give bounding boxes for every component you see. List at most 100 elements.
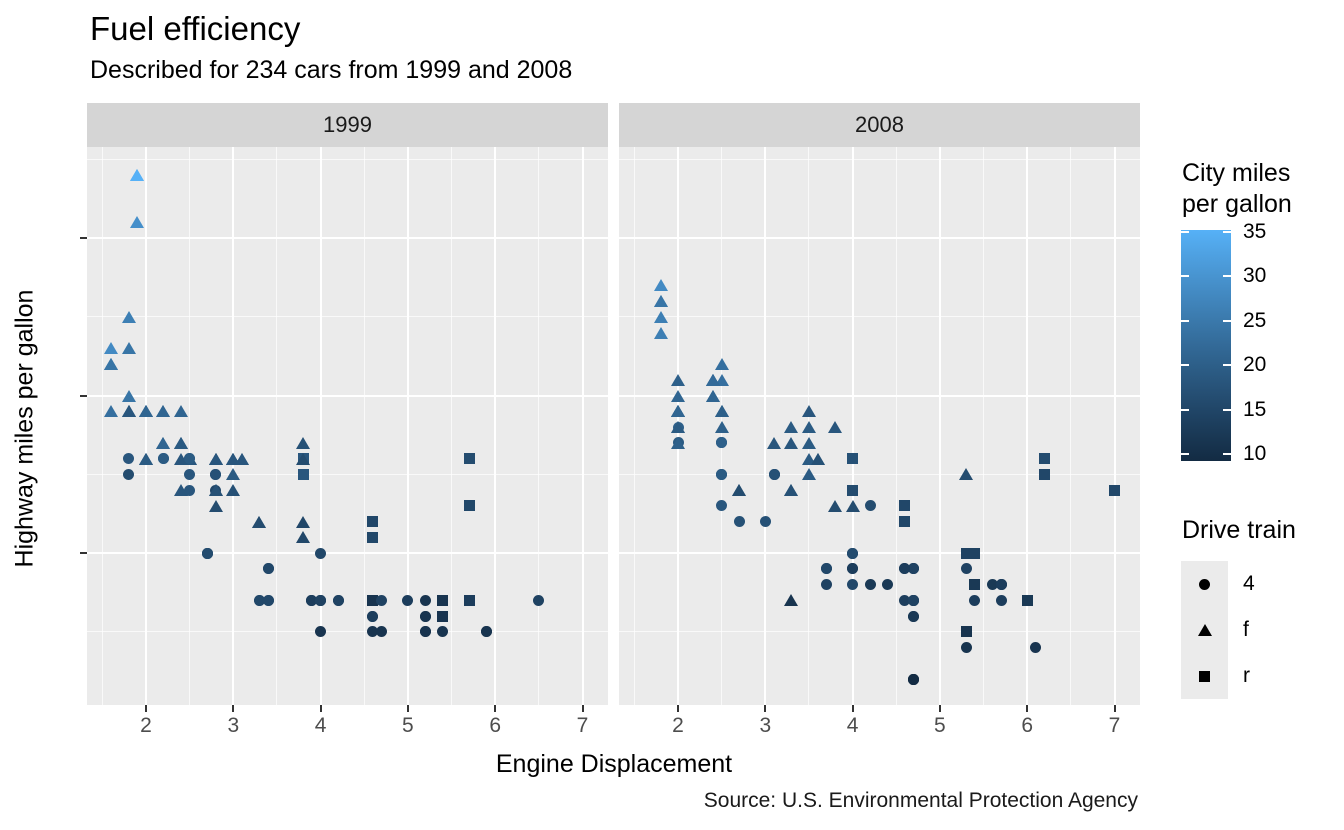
data-point-circle bbox=[315, 547, 327, 559]
data-point-triangle bbox=[121, 389, 136, 402]
data-point-square bbox=[367, 531, 379, 543]
data-point-triangle bbox=[959, 468, 974, 481]
facet-strip-2008: 2008 bbox=[619, 103, 1140, 147]
data-point-circle bbox=[716, 500, 728, 512]
data-point-triangle bbox=[653, 295, 668, 307]
data-point-circle bbox=[262, 594, 274, 606]
colorbar-tick-right bbox=[1223, 319, 1231, 322]
x-tick-label: 6 bbox=[1021, 714, 1034, 737]
x-tick-label: 2 bbox=[140, 714, 152, 737]
data-point-square bbox=[463, 453, 475, 464]
data-point-square bbox=[847, 453, 859, 464]
y-tick-mark bbox=[80, 552, 87, 554]
triangle-key-icon bbox=[1197, 624, 1212, 636]
data-point-triangle bbox=[208, 484, 223, 496]
data-point-circle bbox=[908, 610, 920, 622]
facet-strip-1999-label: 1999 bbox=[323, 112, 372, 137]
data-point-square bbox=[847, 484, 859, 496]
data-point-triangle bbox=[121, 405, 136, 418]
colorbar-tick-label: 35 bbox=[1243, 220, 1267, 243]
data-point-triangle bbox=[104, 405, 119, 418]
data-point-circle bbox=[367, 626, 379, 638]
facet-strip-2008-label: 2008 bbox=[855, 112, 904, 137]
x-tick-mark bbox=[319, 705, 322, 712]
data-point-circle bbox=[716, 468, 728, 480]
data-point-square bbox=[437, 594, 449, 606]
data-point-circle bbox=[960, 563, 972, 575]
data-point-circle bbox=[908, 563, 920, 575]
data-point-circle bbox=[864, 500, 876, 512]
major-gridline-x bbox=[494, 147, 497, 705]
data-point-circle bbox=[463, 594, 475, 606]
data-point-square bbox=[1039, 453, 1051, 464]
minor-gridline-y bbox=[619, 473, 1140, 475]
color-legend-title-line2: per gallon bbox=[1182, 190, 1292, 218]
data-point-triangle bbox=[121, 310, 136, 323]
x-tick-mark bbox=[232, 705, 235, 712]
minor-gridline-y bbox=[619, 631, 1140, 633]
colorbar-tick-right bbox=[1223, 408, 1231, 411]
data-point-square bbox=[1021, 594, 1033, 606]
data-point-circle bbox=[1030, 642, 1042, 653]
data-point-circle bbox=[437, 626, 449, 638]
data-point-square bbox=[969, 547, 981, 559]
data-point-circle bbox=[184, 484, 196, 496]
data-point-triangle bbox=[767, 436, 782, 449]
data-point-circle bbox=[157, 453, 169, 464]
data-point-circle bbox=[899, 563, 911, 575]
major-gridline-x bbox=[1113, 147, 1116, 705]
data-point-triangle bbox=[173, 405, 188, 418]
data-point-square bbox=[367, 594, 379, 606]
data-point-circle bbox=[908, 673, 920, 685]
circle-key-icon bbox=[1199, 578, 1210, 590]
x-tick-mark bbox=[677, 705, 679, 712]
minor-gridline-y bbox=[87, 316, 608, 318]
minor-gridline-y bbox=[87, 473, 608, 475]
major-gridline-x bbox=[851, 147, 854, 705]
facet-strip-1999: 1999 bbox=[87, 103, 608, 147]
data-point-circle bbox=[882, 579, 894, 590]
major-gridline-x bbox=[145, 147, 147, 705]
data-point-circle bbox=[820, 563, 832, 575]
minor-gridline-x bbox=[101, 147, 103, 705]
data-point-circle bbox=[419, 626, 431, 638]
x-tick-label: 5 bbox=[402, 714, 414, 737]
data-point-square bbox=[367, 516, 379, 527]
data-point-circle bbox=[123, 453, 135, 464]
major-gridline-y bbox=[87, 237, 608, 239]
x-tick-mark bbox=[764, 705, 767, 712]
legend-key-f bbox=[1181, 607, 1228, 653]
square-key-icon bbox=[1199, 670, 1210, 682]
x-tick-label: 6 bbox=[489, 714, 502, 737]
colorbar-tick-left bbox=[1181, 231, 1189, 233]
data-point-circle bbox=[480, 626, 492, 638]
legend-key-4 bbox=[1181, 561, 1228, 607]
data-point-triangle bbox=[732, 484, 747, 496]
major-gridline-y bbox=[87, 552, 608, 554]
data-point-square bbox=[969, 579, 981, 590]
data-point-triangle bbox=[296, 515, 311, 528]
major-gridline-y bbox=[87, 394, 608, 397]
data-point-circle bbox=[332, 594, 344, 606]
x-tick-mark bbox=[145, 705, 147, 712]
data-point-circle bbox=[768, 468, 780, 480]
data-point-circle bbox=[847, 563, 859, 575]
x-tick-label: 7 bbox=[1108, 714, 1121, 737]
data-point-square bbox=[1039, 468, 1051, 480]
data-point-circle bbox=[969, 594, 981, 606]
data-point-circle bbox=[184, 453, 196, 464]
data-point-triangle bbox=[104, 358, 119, 370]
data-point-triangle bbox=[121, 342, 136, 355]
colorbar-tick-left bbox=[1181, 364, 1189, 367]
data-point-triangle bbox=[653, 279, 668, 292]
data-point-circle bbox=[184, 468, 196, 480]
data-point-circle bbox=[402, 594, 414, 606]
data-point-circle bbox=[123, 468, 135, 480]
minor-gridline-y bbox=[619, 158, 1140, 160]
data-point-triangle bbox=[714, 358, 729, 370]
data-point-triangle bbox=[705, 389, 720, 402]
chart-title: Fuel efficiency bbox=[90, 10, 301, 47]
data-point-triangle bbox=[671, 389, 685, 402]
data-point-circle bbox=[960, 642, 972, 653]
data-point-triangle bbox=[226, 468, 241, 481]
